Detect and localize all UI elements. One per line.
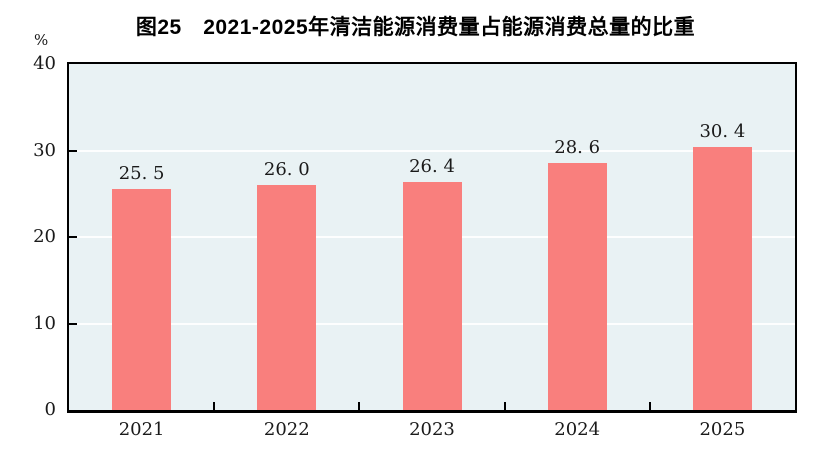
x-axis-label-2022: 2022 — [263, 419, 310, 440]
y-axis-label-10: 10 — [33, 312, 56, 334]
x-axis-label-2021: 2021 — [118, 419, 165, 440]
x-axis-tick-3 — [503, 402, 506, 410]
x-axis-tick-4 — [648, 402, 651, 410]
x-axis-tick-1 — [213, 402, 216, 410]
y-axis-tick-20 — [69, 236, 77, 238]
bar-value-label-2025: 30. 4 — [699, 121, 746, 143]
bar-2024 — [547, 162, 607, 410]
y-axis-label-20: 20 — [33, 226, 56, 247]
bar-value-label-2022: 26. 0 — [263, 159, 310, 181]
bar-value-label-2024: 28. 6 — [554, 136, 601, 158]
x-axis-tick-2 — [358, 402, 361, 410]
y-axis-tick-10 — [69, 322, 77, 325]
x-axis-label-2024: 2024 — [554, 419, 601, 440]
plot-inner: 25. 5 26. 0 26. 4 28. 6 30. 4 — [69, 64, 795, 410]
bar-2021 — [112, 189, 172, 410]
y-axis-tick-labels: 0 10 20 30 40 — [0, 53, 58, 420]
chart-title: 图25 2021-2025年清洁能源消费量占能源消费总量的比重 — [135, 16, 696, 39]
plot-area: 25. 5 26. 0 26. 4 28. 6 30. 4 — [67, 62, 797, 413]
bar-2025 — [692, 147, 752, 410]
y-axis-tick-30 — [69, 149, 77, 152]
bar-value-label-2021: 25. 5 — [118, 163, 165, 185]
bar-2023 — [402, 181, 462, 410]
y-axis-unit-label: % — [34, 31, 49, 49]
y-axis-label-0: 0 — [44, 399, 56, 420]
y-axis-label-30: 30 — [33, 139, 56, 161]
x-axis-label-2023: 2023 — [409, 419, 455, 440]
bar-value-label-2023: 26. 4 — [409, 155, 455, 177]
gridline-30 — [69, 149, 795, 152]
y-axis-label-40: 40 — [33, 53, 56, 74]
x-axis-label-2025: 2025 — [699, 419, 746, 440]
bar-2022 — [257, 185, 317, 410]
x-axis-tick-labels: 2021 2022 2023 2024 2025 — [69, 419, 795, 445]
